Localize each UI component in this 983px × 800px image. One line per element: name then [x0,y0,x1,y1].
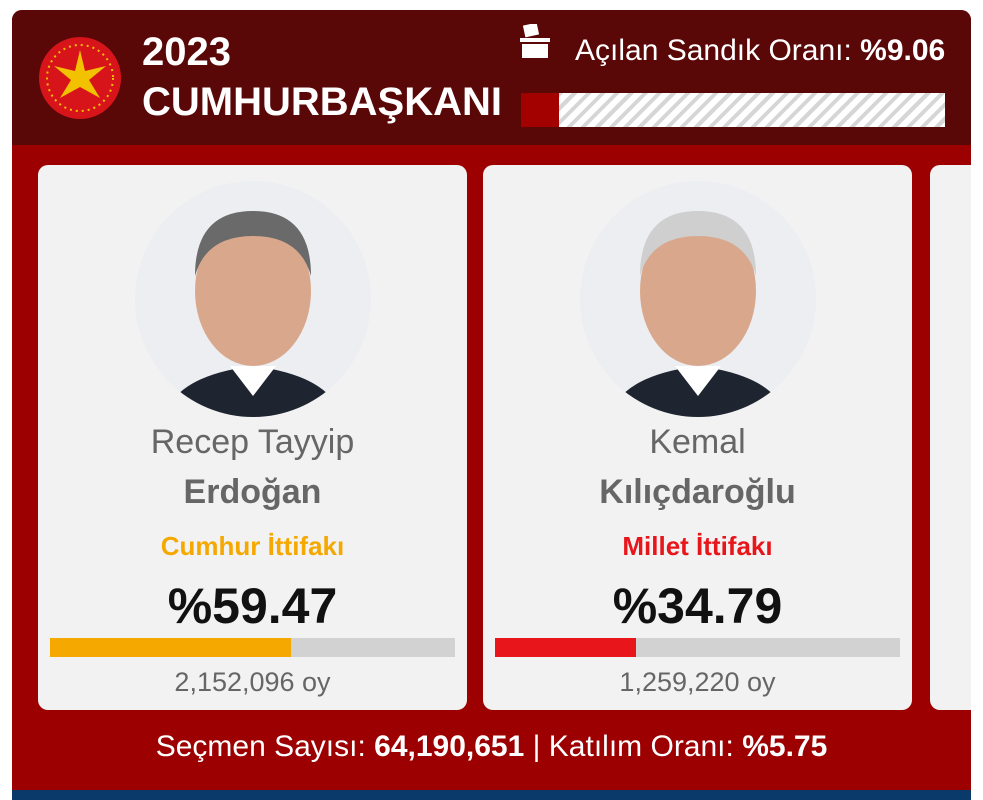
emblem [39,37,121,119]
bar-track [495,638,900,657]
alliance: Cumhur İttifakı [160,531,345,561]
turnout-label: Katılım Oranı: [548,730,734,763]
opened-rate: %9.06 [860,34,946,67]
title: CUMHURBAŞKANI [142,80,502,124]
voters-label: Seçmen Sayısı: [155,730,366,763]
last-name: Erdoğan [183,473,322,511]
ballot-icon [520,24,550,58]
vote-bar [50,638,291,657]
separator: | [532,730,541,763]
opened-bar [521,93,560,127]
next-card [930,165,971,710]
votes: 1,259,220 oy [619,667,776,697]
turnout: %5.75 [742,730,828,763]
votes: 2,152,096 oy [174,667,331,697]
opened-label-text: Açılan Sandık Oranı: [575,34,852,67]
vote-bar [495,638,636,657]
opened-label: Açılan Sandık Oranı: %9.06 [575,34,945,68]
first-name: Recep Tayyip [150,423,355,461]
candidate-photo [135,181,371,417]
alliance: Millet İttifakı [622,531,773,561]
percent: %59.47 [167,578,338,634]
widget: 2023 CUMHURBAŞKANI Açılan Sandık Oranı: … [12,10,971,800]
bar-track [50,638,455,657]
candidate-photo [580,181,816,417]
year: 2023 [142,30,231,74]
last-name: Kılıçdaroğlu [599,473,796,511]
candidate-card: Recep Tayyip Erdoğan Cumhur İttifakı %59… [38,165,467,710]
header: 2023 CUMHURBAŞKANI Açılan Sandık Oranı: … [12,10,971,145]
candidate-card: Kemal Kılıçdaroğlu Millet İttifakı %34.7… [483,165,912,710]
bottom-strip [12,790,971,800]
first-name: Kemal [649,423,746,461]
footer: Seçmen Sayısı: 64,190,651 | Katılım Oran… [12,730,971,764]
percent: %34.79 [612,578,783,634]
voters: 64,190,651 [374,730,525,763]
opened-track [521,93,945,127]
